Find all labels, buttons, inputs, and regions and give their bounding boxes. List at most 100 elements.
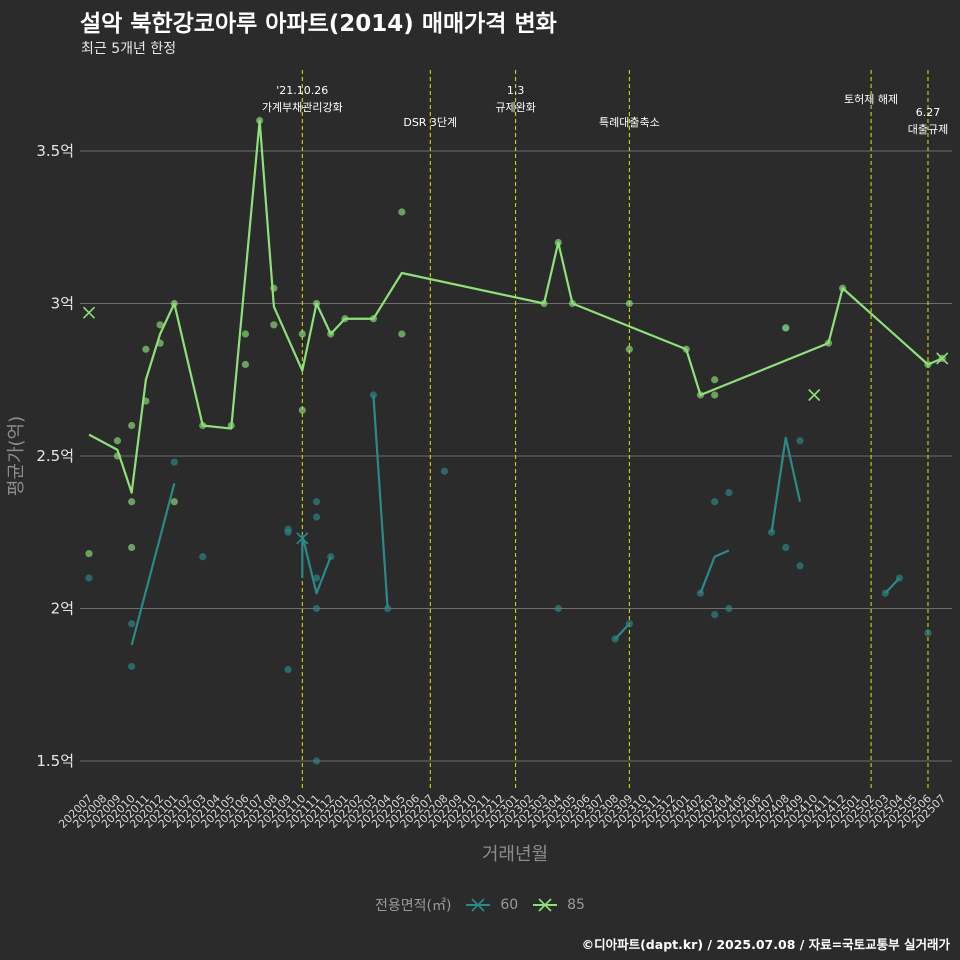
series-60-point [199, 553, 207, 561]
legend-title: 전용면적(㎡) [375, 898, 452, 914]
series-60-point [725, 489, 733, 497]
series-85-marker [936, 352, 949, 365]
series-85-point [327, 330, 335, 338]
series-85-point [625, 299, 633, 308]
y-axis-ticks: 1.5억 2억 2.5억 3억 3.5억 [36, 142, 74, 770]
series-60-point [725, 604, 733, 613]
series-85-point [113, 437, 122, 445]
series-85-point [540, 299, 548, 308]
series-85-point [156, 321, 164, 329]
series-60-point [696, 589, 705, 597]
series-60-point [711, 498, 719, 506]
event-label: 특례대출축소 [599, 116, 660, 129]
legend: 전용면적(㎡) 60 85 [0, 895, 960, 915]
y-tick-label: 2.5억 [36, 447, 74, 465]
series-60-point [782, 543, 790, 552]
series-85-point [241, 360, 250, 369]
series-60-point [85, 574, 93, 582]
series-85-point [782, 324, 790, 332]
x-axis-title: 거래년월 [482, 844, 548, 865]
event-label: 대출규제 [908, 123, 948, 136]
series-60-point [554, 604, 562, 613]
series-85-point [696, 391, 705, 399]
series-layer [82, 116, 949, 765]
series-60-point [327, 553, 335, 561]
series-60-line [130, 483, 176, 646]
y-tick-label: 2억 [51, 600, 74, 618]
series-85-point [924, 360, 932, 369]
series-60-point [170, 458, 178, 466]
legend-label-60: 60 [500, 897, 519, 913]
event-label: 토허제 해제 [844, 92, 898, 106]
series-85-point [298, 330, 306, 338]
y-axis-title: 평균가(억) [6, 416, 27, 496]
series-85-point [256, 116, 264, 125]
series-85-point [270, 284, 278, 292]
series-85-point [113, 452, 122, 460]
y-tick-label: 1.5억 [36, 752, 74, 770]
y-tick-label: 3억 [51, 295, 74, 313]
series-85-point [199, 421, 207, 430]
series-85-point [682, 345, 690, 353]
series-85-point [170, 299, 178, 308]
series-60-point [440, 467, 449, 475]
series-60-point [312, 757, 321, 765]
series-85-marker [82, 306, 96, 319]
series-60-line [301, 534, 332, 595]
series-60-point [924, 629, 932, 637]
series-60-line [372, 394, 389, 609]
series-85-point [156, 339, 164, 347]
series-85-point [170, 498, 178, 506]
series-85-point [398, 208, 406, 216]
y-tick-label: 3.5억 [36, 142, 74, 160]
series-85-point [270, 321, 278, 329]
series-85-point [227, 421, 235, 430]
x-axis-ticks: 2020072020082020092020102020112020122021… [56, 792, 948, 831]
series-60-point [895, 574, 904, 582]
legend-key-60 [465, 898, 490, 912]
series-85-point [128, 498, 136, 506]
series-60-point [128, 620, 136, 628]
event-label: 규제완화 [495, 101, 535, 114]
event-label: DSR 3단계 [403, 116, 457, 129]
series-60-point [369, 391, 377, 399]
series-85-marker [808, 388, 821, 402]
legend-key-85 [532, 898, 557, 912]
series-60-point [711, 611, 719, 619]
series-60-point [881, 589, 889, 597]
series-60-point [796, 562, 804, 570]
series-85-point [839, 284, 847, 292]
event-label: 6.27 [916, 106, 941, 119]
series-85-point [568, 299, 577, 308]
chart-subtitle: 최근 5개년 한정 [81, 41, 177, 57]
series-85-point [711, 376, 719, 384]
series-60-point [312, 513, 321, 521]
series-60-point [128, 662, 136, 671]
series-85-point [711, 391, 719, 399]
series-60-point [384, 604, 392, 613]
chart-title: 설악 북한강코아루 아파트(2014) 매매가격 변화 [80, 11, 557, 37]
series-85-point [241, 330, 250, 338]
series-85-point [824, 339, 833, 347]
series-60-point [312, 574, 321, 582]
series-60-point [767, 528, 776, 536]
series-60-point [611, 635, 619, 643]
series-60-point [312, 498, 321, 506]
event-label: '21.10.26 [276, 84, 328, 97]
series-85-point [128, 421, 136, 430]
series-85-point [369, 315, 377, 323]
series-85-point [398, 330, 406, 338]
legend-label-85: 85 [567, 897, 585, 913]
series-85-point [298, 406, 306, 414]
source-caption: ©디아파트(dapt.kr) / 2025.07.08 / 자료=국토교통부 실… [581, 937, 950, 952]
series-60-point [625, 620, 633, 628]
series-60-marker [296, 532, 309, 545]
series-60-point [284, 528, 292, 536]
series-85-point [142, 345, 150, 353]
series-85-point [85, 550, 93, 558]
series-60-line [770, 436, 802, 533]
event-label: 가계부채관리강화 [262, 101, 343, 114]
event-label: 1.3 [507, 84, 525, 97]
